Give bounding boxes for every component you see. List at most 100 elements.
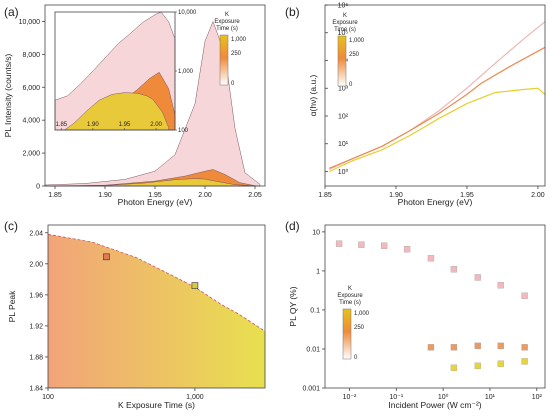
legend-title: Exposure [214,19,240,25]
y-tick-label: 2,000 [22,151,40,158]
legend-tick-label: 250 [354,325,365,331]
panel-d: 10⁻² 10⁻¹ 10⁰ 10¹ 10² 0.001 0.01 0.1 1 10 Incident… [285,219,546,410]
data-point [497,360,504,367]
x-tick-label: 1.85 [48,192,62,199]
y-tick-label: 2.04 [29,230,43,237]
legend-colorbar [337,35,347,87]
x-tick-label: 1.90 [389,192,403,199]
legend-title: Exposure [332,20,358,26]
axes-frame [47,224,266,389]
axes-frame [324,4,546,187]
y-tick-label: 4,000 [22,118,40,125]
y-axis-label: PL QY (%) [288,286,298,326]
y-tick-label: 1.84 [29,386,43,393]
y-tick-label: 6,000 [22,85,40,92]
legend-tick-label: 1,000 [354,311,370,317]
data-point [427,344,435,351]
data-point [521,358,528,365]
x-tick-label: 10² [532,394,543,401]
legend-title: Exposure [337,293,363,299]
axes-frame [324,224,546,389]
panel-label: (d) [285,219,300,233]
data-point [191,282,199,289]
y-tick-label: 10⁰ [338,168,349,176]
x-tick-label: 10⁻¹ [389,394,403,401]
y-tick-label: 0.1 [310,307,320,314]
y-tick-label: 10⁵ [338,30,349,37]
panel-c: 100 1,000 1.84 1.88 1.92 1.96 2.00 2.04 K Exposu… [4,219,266,410]
legend-tick-label: 0 [231,81,235,87]
x-axis-label: Photon Energy (eV) [118,197,193,207]
y-tick-label: 10¹ [338,141,349,148]
y-tick-label: 10 [312,229,320,236]
y-tick-label: 1.96 [29,292,43,299]
absorption-line [329,87,546,173]
y-tick-label: 8,000 [22,52,40,59]
legend-title: K [225,12,229,18]
y-tick-label: 10³ [338,86,349,93]
x-tick-label: 2.00 [531,192,545,199]
y-axis-label: PL Peak [7,290,17,323]
panel-label: (b) [285,5,300,19]
panel-b: 1.851.901.952.0010⁰10¹10²10³10⁴10⁵10⁶Pho… [285,3,546,207]
data-point [521,344,528,351]
x-axis-label: K Exposure Time (s) [118,400,195,410]
inset-x-tick-label: 1.95 [119,122,131,128]
y-axis-label: α(hν) (a.u.) [308,74,318,116]
inset-x-tick-label: 1.85 [55,122,67,128]
data-point [474,362,481,369]
legend-colorbar [219,34,229,86]
legend-tick-label: 0 [354,355,358,361]
y-tick-label: 10,000 [19,19,41,26]
legend-colorbar [342,308,352,360]
legend-tick-label: 0 [349,82,353,88]
inset-y-tick-label: 10,000 [178,10,197,16]
inset-y-tick-label: 100 [178,128,189,134]
legend-title: Time (s) [216,26,238,32]
data-point [103,253,110,261]
y-tick-label: 0 [36,184,40,191]
x-tick-label: 1.90 [98,192,112,199]
x-tick-label: 1.95 [148,192,162,199]
legend-title: K [348,286,352,292]
y-axis-label: PL Intensity (counts/s) [3,53,13,137]
legend-tick-label: 1,000 [349,38,365,44]
x-tick-label: 100 [42,394,54,401]
data-point [427,255,435,262]
data-point [450,266,458,273]
y-tick-label: 2.00 [29,261,43,268]
x-tick-label: 1.85 [318,192,332,199]
data-point [358,241,365,248]
panel-label: (c) [4,219,18,233]
peak-region-fill [48,234,265,388]
inset-spectrum-area [63,92,169,131]
y-tick-label: 1.92 [29,323,43,330]
legend-tick-label: 250 [231,51,242,57]
inset-x-tick-label: 1.90 [87,122,99,128]
peak-boundary-line [47,233,266,332]
inset-y-tick-label: 1,000 [178,69,194,75]
y-tick-label: 10⁶ [338,3,349,10]
data-point [380,242,388,249]
legend-title: Time (s) [334,27,356,33]
x-tick-label: 2.00 [198,192,212,199]
y-tick-label: 0.001 [302,386,320,393]
data-point [450,364,458,371]
x-tick-label: 10⁰ [438,393,449,401]
legend-title: K [343,13,347,19]
x-tick-label: 10¹ [485,394,496,401]
inset-x-tick-label: 2.00 [150,122,162,128]
data-point [450,344,458,351]
data-point [497,342,504,350]
pl-spectrum-area [44,20,261,187]
panel-label: (a) [4,5,19,19]
x-tick-label: 1.95 [460,192,474,199]
legend-tick-label: 250 [349,52,360,58]
absorption-line [329,46,546,169]
legend-title: Time (s) [339,300,361,306]
data-point [521,292,528,299]
x-axis-label: Incident Power (W cm⁻²) [388,400,481,410]
data-point [474,274,481,281]
y-tick-label: 1 [316,268,320,275]
